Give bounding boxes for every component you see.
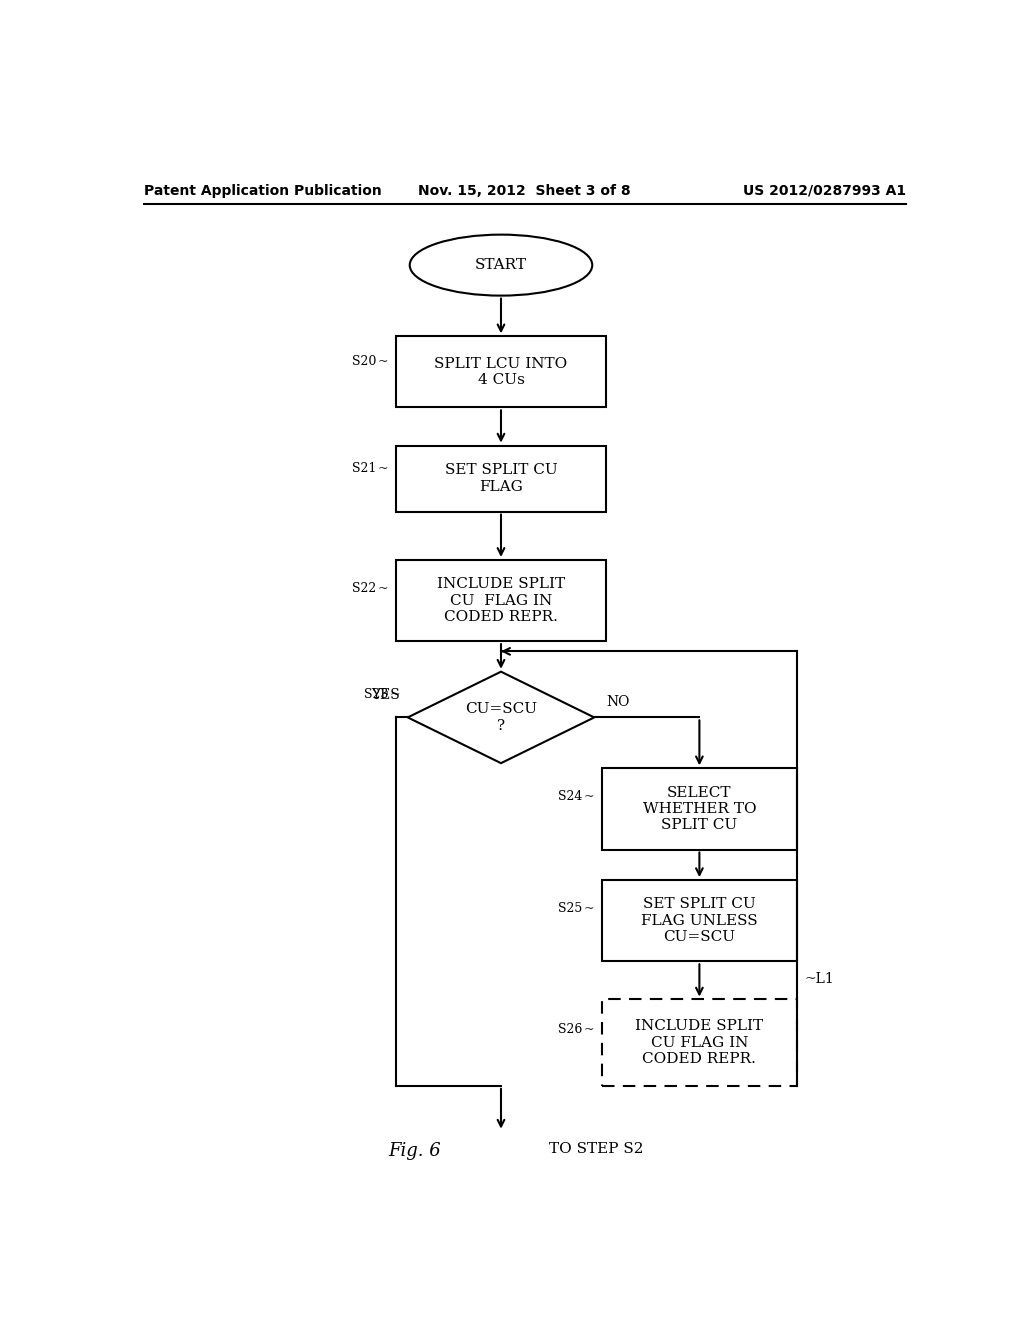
Text: TO STEP S2: TO STEP S2: [549, 1142, 643, 1156]
Text: US 2012/0287993 A1: US 2012/0287993 A1: [742, 183, 905, 198]
Bar: [396, 446, 606, 512]
Text: NO: NO: [606, 696, 630, 709]
Text: S26: S26: [558, 1023, 583, 1036]
Bar: [602, 768, 797, 850]
Text: ~: ~: [584, 791, 594, 803]
Text: ~: ~: [389, 688, 400, 701]
Text: S25: S25: [558, 902, 583, 915]
Text: ~: ~: [584, 1023, 594, 1036]
Text: INCLUDE SPLIT
CU  FLAG IN
CODED REPR.: INCLUDE SPLIT CU FLAG IN CODED REPR.: [437, 577, 565, 624]
Text: S20: S20: [351, 355, 376, 368]
Text: S24: S24: [558, 791, 583, 803]
Bar: [396, 337, 606, 408]
Text: ~: ~: [378, 582, 388, 595]
Text: ~: ~: [378, 462, 388, 475]
Text: S23: S23: [364, 688, 388, 701]
Text: SELECT
WHETHER TO
SPLIT CU: SELECT WHETHER TO SPLIT CU: [643, 785, 756, 832]
Text: CU=SCU
?: CU=SCU ?: [465, 702, 537, 733]
Bar: [396, 560, 606, 642]
Text: S22: S22: [352, 582, 376, 595]
Bar: [602, 880, 797, 961]
Text: ~: ~: [584, 902, 594, 915]
Text: ~L1: ~L1: [805, 972, 835, 986]
Text: START: START: [475, 259, 527, 272]
Bar: [602, 999, 797, 1086]
Text: ~: ~: [378, 355, 388, 368]
Text: SPLIT LCU INTO
4 CUs: SPLIT LCU INTO 4 CUs: [434, 356, 567, 387]
Text: Fig. 6: Fig. 6: [388, 1142, 440, 1160]
Text: Patent Application Publication: Patent Application Publication: [143, 183, 382, 198]
Text: YES: YES: [371, 688, 399, 702]
Text: Nov. 15, 2012  Sheet 3 of 8: Nov. 15, 2012 Sheet 3 of 8: [419, 183, 631, 198]
Text: INCLUDE SPLIT
CU FLAG IN
CODED REPR.: INCLUDE SPLIT CU FLAG IN CODED REPR.: [635, 1019, 764, 1065]
Text: S21: S21: [351, 462, 376, 475]
Text: SET SPLIT CU
FLAG UNLESS
CU=SCU: SET SPLIT CU FLAG UNLESS CU=SCU: [641, 898, 758, 944]
Text: SET SPLIT CU
FLAG: SET SPLIT CU FLAG: [444, 463, 557, 494]
